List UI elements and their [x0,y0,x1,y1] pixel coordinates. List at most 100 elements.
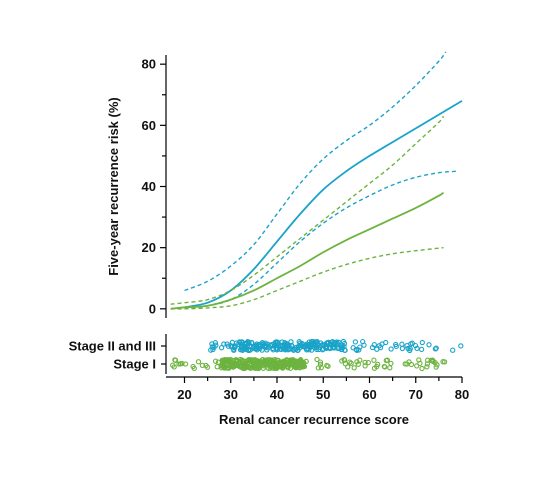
rug-point-stage-1 [190,363,196,370]
rug-point-stage-1 [195,359,202,365]
rug-point-stage-2-3 [209,341,215,347]
y-tick-label: 80 [142,57,156,72]
rug-point-stage-1 [176,361,182,367]
rug-point-stage-2-3 [331,339,338,346]
rug-point-stage-1 [375,361,381,368]
rug-point-stage-2-3 [241,346,247,352]
rug-point-stage-1 [300,361,306,367]
x-axis-title: Renal cancer recurrence score [219,412,409,427]
rug-label-stage-2-3: Stage II and III [69,339,156,354]
rug-point-stage-1 [242,360,248,366]
rug-point-stage-1 [318,364,324,371]
rug-point-stage-2-3 [208,347,214,353]
rug-point-stage-2-3 [399,345,406,352]
rug-point-stage-1 [441,359,448,365]
rug-point-stage-2-3 [353,346,359,353]
rug-point-stage-2-3 [273,340,279,346]
rug-point-stage-2-3 [325,340,331,346]
rug-point-stage-1 [414,363,420,369]
rug-point-stage-2-3 [273,342,279,349]
rug-point-stage-2-3 [361,342,367,348]
rug-point-stage-1 [424,361,431,367]
rug-point-stage-1 [236,360,242,366]
rug-point-stage-2-3 [229,339,236,346]
rug-point-stage-2-3 [376,343,382,349]
rug-point-stage-1 [267,357,273,363]
x-tick-label: 60 [362,387,376,402]
rug-point-stage-2-3 [433,345,439,351]
rug-point-stage-1 [246,364,252,370]
rug-point-stage-1 [297,365,303,371]
rug-point-stage-2-3 [267,342,274,348]
rug-point-stage-2-3 [221,341,227,347]
rug-point-stage-1 [271,364,278,370]
rug-point-stage-1 [247,358,253,364]
rug-point-stage-2-3 [412,342,419,349]
y-tick-label: 20 [142,240,156,255]
rug-point-stage-1 [227,357,233,364]
rug-point-stage-1 [263,360,269,366]
x-tick-label: 30 [224,387,238,402]
rug-point-stage-1 [254,359,261,365]
rug-point-stage-2-3 [374,346,380,352]
rug-point-stage-2-3 [399,341,405,347]
x-tick-label: 70 [409,387,423,402]
rug-point-stage-1 [339,358,345,364]
rug-point-stage-2-3 [450,347,456,353]
y-tick-label: 40 [142,179,156,194]
series-stage-1-estimate [170,191,445,310]
series-stage-2-3-estimate [184,100,463,309]
rug-point-stage-2-3 [314,346,320,353]
rug-point-stage-1 [279,364,286,370]
rug-point-stage-2-3 [432,346,439,352]
rug-point-stage-2-3 [357,344,363,350]
rug-point-stage-2-3 [318,340,324,346]
rug-point-stage-1 [171,364,177,370]
rug-point-stage-1 [230,362,236,368]
rug-point-stage-1 [256,365,262,372]
rug-point-stage-2-3 [371,342,377,348]
rug-point-stage-1 [317,359,324,365]
rug-point-stage-1 [172,357,179,363]
axes-layer: 0 20 40 60 80 20 30 40 50 60 70 80 [142,55,469,402]
rug-point-stage-1 [284,361,290,368]
rug-point-stage-2-3 [407,346,413,352]
x-tick-label: 80 [455,387,469,402]
series-stage-1-upper [170,115,445,305]
rug-point-stage-1 [365,359,371,366]
rug-point-stage-1 [424,364,430,370]
rug-point-stage-1 [384,357,390,363]
y-tick-label: 60 [142,118,156,133]
rug-point-stage-1 [419,365,425,372]
rug-point-stage-1 [289,362,296,368]
rug-point-stage-2-3 [306,347,312,353]
series-layer [170,51,463,310]
rug-point-stage-1 [258,358,264,365]
rug-point-stage-1 [240,365,246,371]
rug-point-stage-2-3 [257,344,263,350]
rug-point-stage-1 [199,362,206,369]
rug-point-stage-2-3 [288,339,294,345]
rug-point-stage-2-3 [458,343,464,349]
rug-point-stage-1 [219,358,225,364]
rug-point-stage-2-3 [296,339,302,345]
rug-point-stage-1 [362,363,368,369]
x-tick-label: 50 [316,387,330,402]
rug-point-stage-2-3 [296,345,303,351]
rug-point-stage-2-3 [210,346,216,353]
rug-point-stage-2-3 [418,346,425,353]
series-stage-1-lower [170,246,444,310]
series-stage-2-3-upper [184,51,447,292]
rug-point-stage-2-3 [334,340,341,347]
rug-point-stage-1 [347,359,353,365]
rug-point-stage-1 [280,358,287,365]
rug-point-stage-1 [371,365,378,371]
rug-point-stage-2-3 [286,346,293,352]
rug-point-stage-2-3 [356,347,362,353]
y-tick-label: 0 [149,301,156,316]
rug-point-stage-1 [355,361,361,367]
rug-point-stage-1 [362,359,368,366]
rug-point-stage-1 [408,361,415,368]
rug-point-stage-2-3 [262,344,268,350]
